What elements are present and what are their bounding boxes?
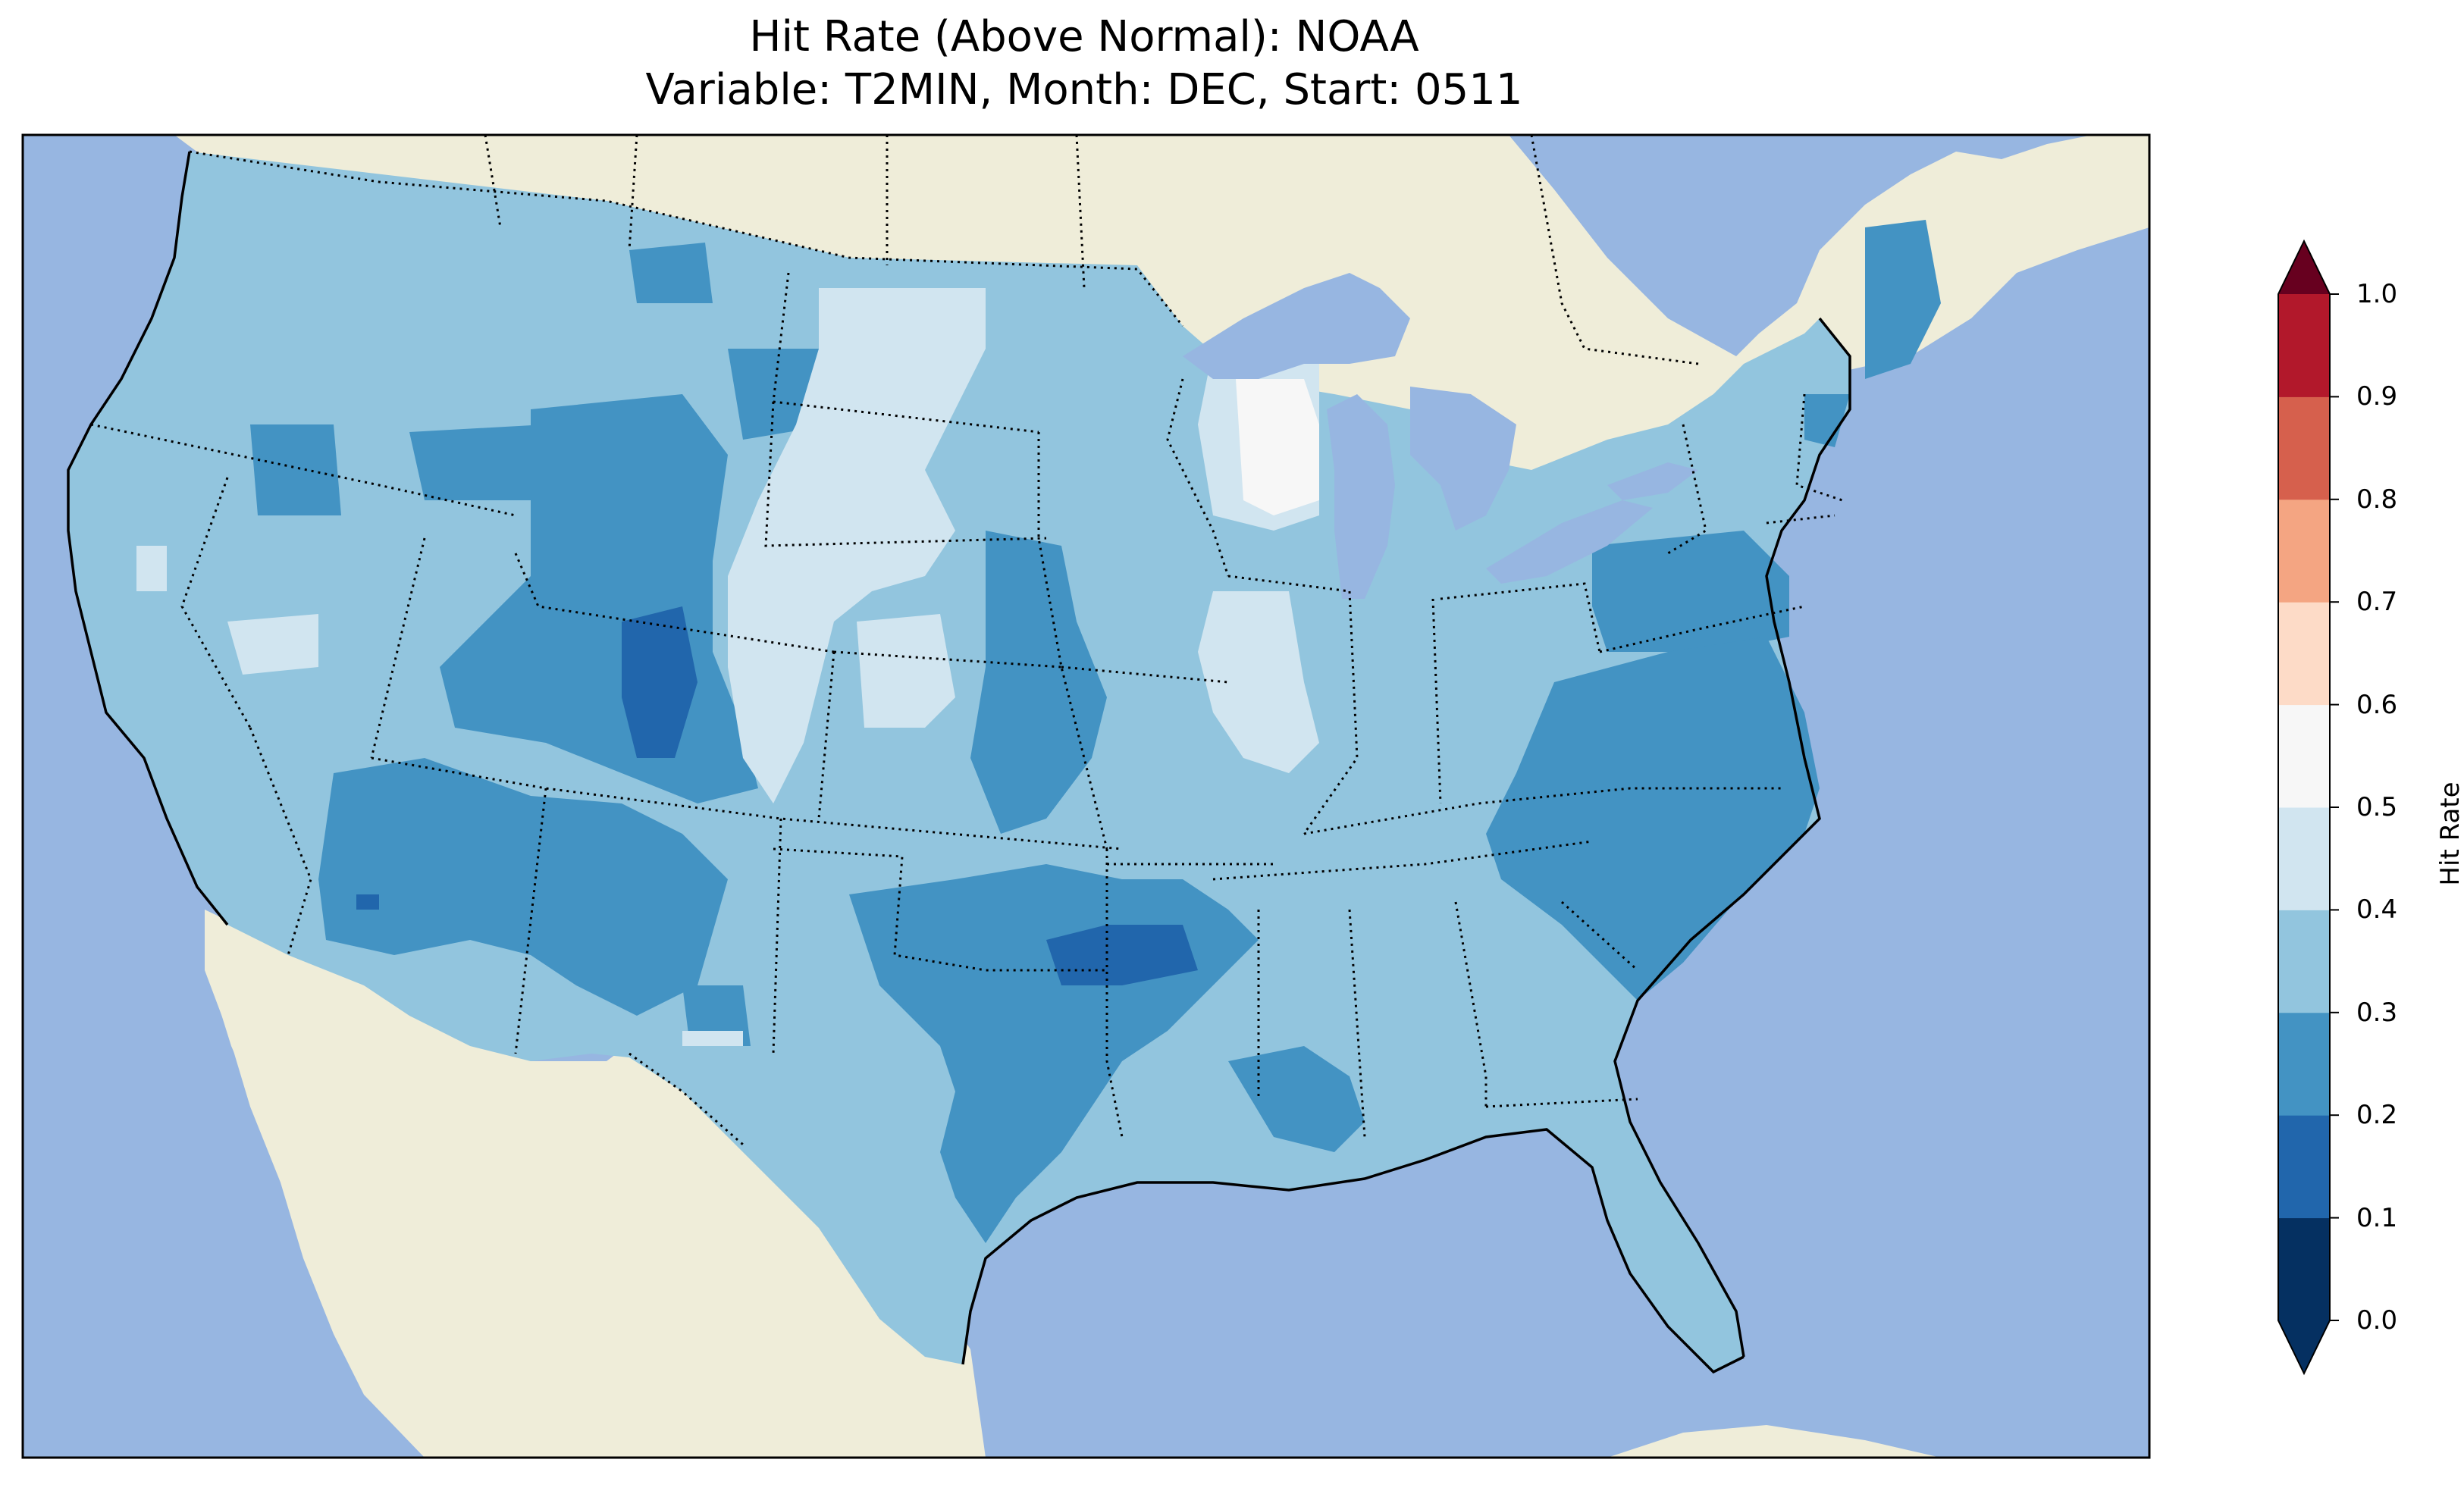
hitrate-0.1-0.2-regions [356, 606, 1198, 985]
colorbar-label: Hit Rate [2435, 781, 2464, 886]
colorbar-bin [2278, 807, 2330, 910]
lake-superior [1183, 273, 1410, 379]
colorbar-tick-label: 0.0 [2356, 1305, 2398, 1336]
great-lakes [1183, 273, 1698, 599]
gulf-coast [961, 1128, 1745, 1374]
colorbar-bin [2278, 294, 2330, 397]
colorbar-bin [2278, 1012, 2330, 1116]
map-frame-contents [23, 135, 2149, 1458]
hitrate-0.5-0.6-region [1236, 379, 1319, 515]
title-line-2: Variable: T2MIN, Month: DEC, Start: 0511 [645, 65, 1523, 114]
cuba-land [1607, 1425, 1941, 1458]
canada-province-borders [484, 135, 1699, 365]
lake-erie [1486, 500, 1653, 584]
lake-huron [1410, 387, 1516, 531]
colorbar-tick-label: 0.7 [2356, 587, 2398, 618]
colorbar-bin [2278, 396, 2330, 500]
colorbar-bin [2278, 602, 2330, 706]
us-canada-border [189, 150, 1184, 327]
colorbar-bin [2278, 704, 2330, 808]
colorbar-bin [2278, 499, 2330, 603]
colorbar-tick-label: 0.2 [2356, 1100, 2398, 1131]
colorbar-bin [2278, 1217, 2330, 1321]
colorbar-bin [2278, 910, 2330, 1013]
colorbar-extend-low [2278, 1320, 2330, 1373]
west-coast [67, 151, 229, 926]
colorbar-tick-label: 1.0 [2356, 279, 2398, 309]
colorbar-extend-high [2278, 241, 2330, 294]
map-title: Hit Rate (Above Normal): NOAA Variable: … [23, 11, 2146, 117]
colorbar-tick-label: 0.6 [2356, 689, 2398, 720]
state-borders [90, 272, 1843, 1146]
colorbar-tick-label: 0.1 [2356, 1202, 2398, 1233]
east-coast [1613, 317, 1851, 1358]
colorbar-tick-label: 0.4 [2356, 894, 2398, 926]
colorbar-tick-label: 0.5 [2356, 792, 2398, 822]
colorbar [2277, 239, 2339, 1376]
baja-california [205, 913, 425, 1334]
title-line-1: Hit Rate (Above Normal): NOAA [749, 12, 1419, 61]
map-frame [21, 133, 2151, 1459]
lake-michigan [1327, 394, 1395, 599]
colorbar-tick-label: 0.8 [2356, 484, 2398, 515]
colorbar-tick-label: 0.9 [2356, 381, 2398, 412]
colorbar-tick-label: 0.3 [2356, 997, 2398, 1028]
lake-ontario [1607, 462, 1698, 500]
colorbar-bin [2278, 1115, 2330, 1219]
